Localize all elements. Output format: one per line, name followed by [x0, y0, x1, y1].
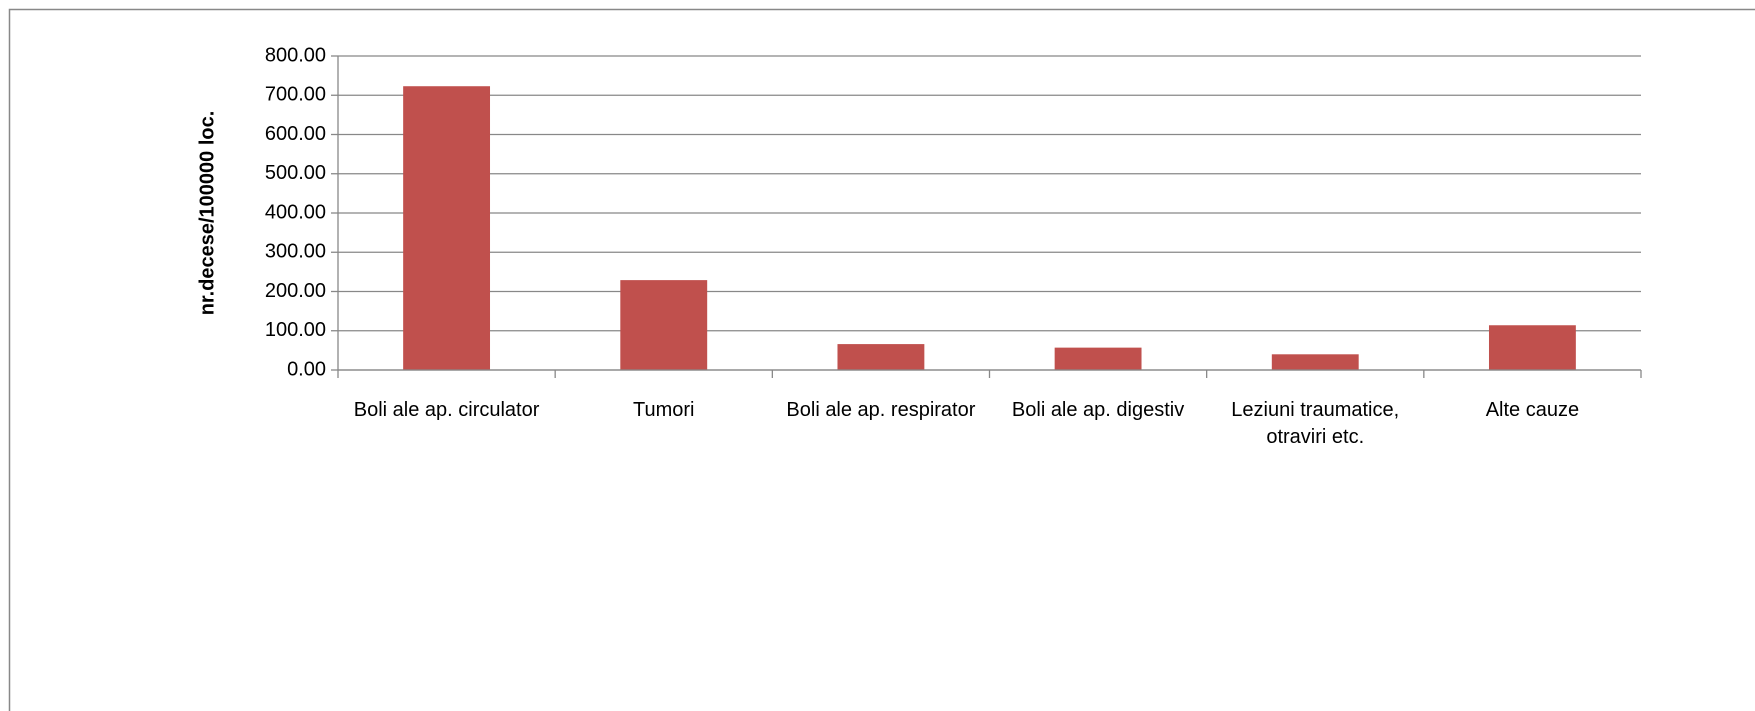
y-tick-label: 100.00 [265, 319, 326, 341]
y-tick-label: 300.00 [265, 241, 326, 263]
bar [1488, 325, 1576, 370]
y-tick-label: 500.00 [265, 162, 326, 184]
bar [403, 86, 491, 370]
y-tick-label: 600.00 [265, 123, 326, 145]
x-tick-label: Boli ale ap. circulator [353, 399, 540, 421]
bar [837, 344, 925, 370]
bar [1054, 347, 1142, 370]
chart-frame [8, 8, 1755, 711]
y-tick-label: 700.00 [265, 84, 326, 106]
y-tick-label: 800.00 [265, 44, 326, 66]
y-tick-label: 200.00 [265, 280, 326, 302]
y-tick-label: 400.00 [265, 201, 326, 223]
y-tick-label: 0.00 [287, 358, 326, 380]
bar [1271, 354, 1359, 370]
x-tick-label: Boli ale ap. respirator [786, 399, 976, 421]
x-tick-label: Alte cauze [1485, 399, 1580, 421]
x-tick-label: Leziuni traumatice, otraviri etc. [1231, 399, 1400, 448]
bar [620, 280, 708, 370]
x-tick-label: Boli ale ap. digestiv [1011, 399, 1185, 421]
y-axis-label: nr.decese/100000 loc. [196, 111, 218, 316]
x-tick-label: Tumori [632, 399, 695, 421]
